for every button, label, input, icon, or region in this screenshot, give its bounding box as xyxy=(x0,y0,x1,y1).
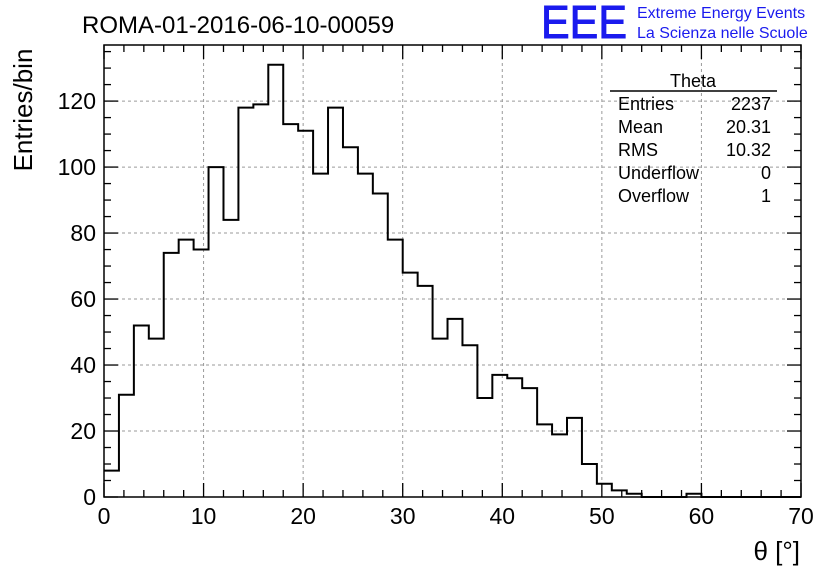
stats-label: RMS xyxy=(618,140,658,160)
stats-label: Entries xyxy=(618,94,674,114)
y-tick-label: 20 xyxy=(70,418,96,444)
eee-logo: EEE xyxy=(541,0,627,48)
x-tick-label: 70 xyxy=(788,503,814,529)
chart-title: ROMA-01-2016-06-10-00059 xyxy=(82,12,394,39)
x-axis-label: θ [°] xyxy=(753,536,800,566)
plot-frame xyxy=(103,44,802,498)
stats-value: 1 xyxy=(761,186,771,206)
stats-box-title: Theta xyxy=(670,71,717,91)
x-tick-label: 30 xyxy=(390,503,416,529)
stats-value: 20.31 xyxy=(726,117,771,137)
x-tick-label: 10 xyxy=(191,503,217,529)
minor-ticks xyxy=(103,45,802,498)
y-tick-label: 100 xyxy=(58,154,96,180)
stats-label: Underflow xyxy=(618,163,700,183)
y-tick-label: 0 xyxy=(83,484,96,510)
stats-box: Theta Entries 2237 Mean 20.31 RMS 10.32 Underf… xyxy=(610,71,777,206)
x-tick-labels: 0 10 20 30 40 50 60 70 xyxy=(98,503,814,529)
x-tick-label: 0 xyxy=(98,503,111,529)
y-tick-labels: 0 20 40 60 80 100 120 xyxy=(58,88,96,510)
x-tick-label: 50 xyxy=(589,503,615,529)
y-tick-label: 40 xyxy=(70,352,96,378)
stats-label: Overflow xyxy=(618,186,690,206)
org-line-1: Extreme Energy Events xyxy=(637,5,805,22)
stats-label: Mean xyxy=(618,117,663,137)
y-tick-label: 120 xyxy=(58,88,96,114)
histogram-step-line xyxy=(104,63,801,498)
stats-value: 0 xyxy=(761,163,771,183)
stats-value: 2237 xyxy=(731,94,771,114)
y-tick-label: 80 xyxy=(70,220,96,246)
y-tick-label: 60 xyxy=(70,286,96,312)
y-axis-label: Entries/bin xyxy=(8,49,38,172)
stats-value: 10.32 xyxy=(726,140,771,160)
org-line-2: La Scienza nelle Scuole xyxy=(637,25,808,42)
x-tick-label: 20 xyxy=(290,503,316,529)
grid-lines xyxy=(104,45,801,497)
x-tick-label: 40 xyxy=(489,503,515,529)
x-tick-label: 60 xyxy=(689,503,715,529)
